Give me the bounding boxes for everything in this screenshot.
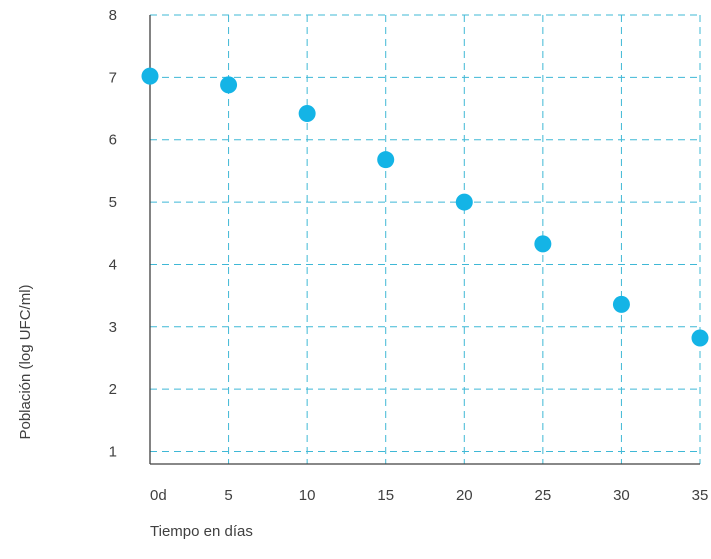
data-points (141, 67, 709, 347)
x-tick-label-4: 20 (456, 487, 473, 504)
x-tick-label-1: 5 (224, 487, 232, 504)
y-tick-label-4: 5 (109, 194, 117, 211)
y-tick-label-5: 6 (109, 132, 117, 149)
x-tick-label-3: 15 (377, 487, 394, 504)
y-axis-title: Población (log UFC/ml) (17, 284, 34, 439)
x-tick-label-2: 10 (299, 487, 316, 504)
y-tick-label-7: 8 (109, 7, 117, 24)
data-point-5 (534, 235, 552, 253)
data-point-2 (298, 105, 316, 123)
grid-lines (150, 14, 701, 464)
y-tick-label-3: 4 (109, 256, 117, 273)
data-point-6 (612, 295, 630, 313)
y-tick-label-2: 3 (109, 319, 117, 336)
data-point-4 (455, 193, 473, 211)
data-point-0 (141, 67, 159, 85)
x-tick-label-6: 30 (613, 487, 630, 504)
data-point-3 (377, 151, 395, 169)
x-tick-label-7: 35 (692, 487, 709, 504)
data-point-1 (220, 76, 238, 94)
y-tick-label-0: 1 (109, 444, 117, 461)
y-tick-labels: 1 2 3 4 5 6 7 8 (109, 7, 117, 461)
x-axis-title: Tiempo en días (150, 523, 253, 540)
x-tick-labels: 0d 5 10 15 20 25 30 35 (150, 487, 708, 504)
y-tick-label-6: 7 (109, 69, 117, 86)
x-tick-label-5: 25 (535, 487, 552, 504)
y-tick-label-1: 2 (109, 381, 117, 398)
axes (149, 15, 700, 465)
data-point-7 (691, 329, 709, 347)
x-tick-label-0: 0d (150, 487, 167, 504)
